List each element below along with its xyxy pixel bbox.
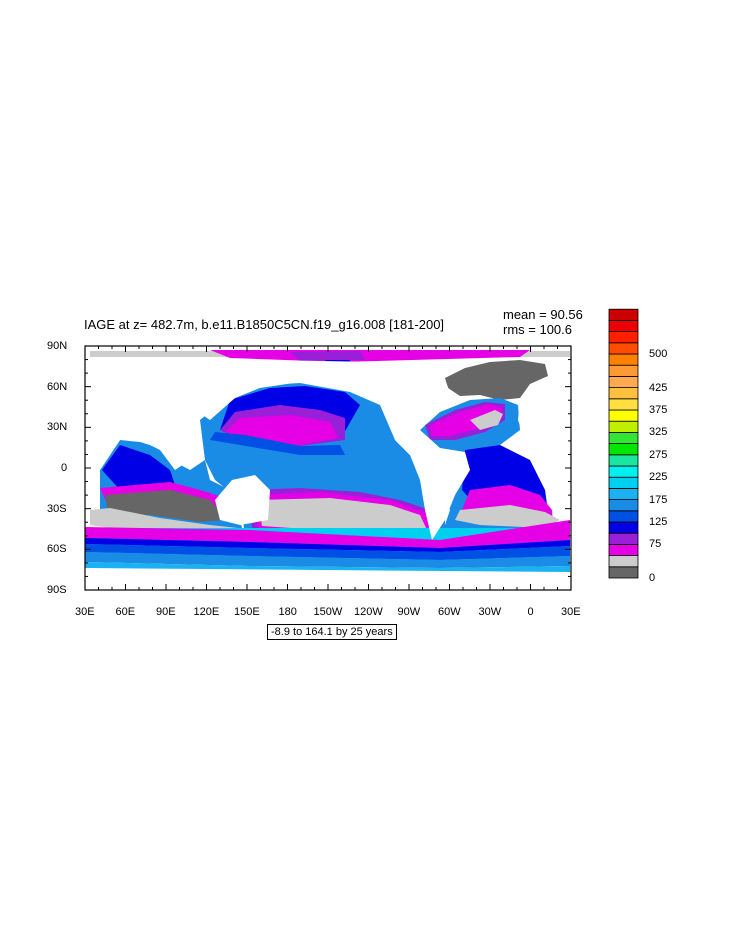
lon-tick-label: 60W: [438, 606, 461, 618]
europe: [518, 395, 570, 455]
colorbar-box: [608, 532, 639, 545]
lon-tick-label: 60E: [115, 606, 136, 618]
colorbar-box: [608, 353, 639, 366]
lon-tick-label: 90W: [397, 606, 421, 618]
colorbar-label: 325: [649, 426, 668, 439]
australia: [215, 475, 270, 525]
greenland: [445, 360, 548, 400]
colorbar-box: [608, 566, 639, 579]
africa: [85, 385, 200, 470]
lon-tick-label: 150W: [313, 606, 343, 618]
map-field: [85, 346, 571, 590]
americas: [380, 372, 470, 540]
colorbar-label: 125: [649, 516, 668, 528]
colorbar-box: [608, 409, 639, 422]
contour-interval-label: -8.9 to 164.1 by 25 years: [267, 624, 397, 640]
asia: [85, 357, 400, 420]
colorbar-box: [608, 499, 639, 512]
lon-tick-label: 90E: [156, 606, 176, 618]
lon-tick-label: 30E: [75, 606, 95, 618]
lon-tick-label: 120E: [193, 606, 220, 618]
map-ticks: [84, 345, 572, 591]
colorbar: [608, 308, 639, 579]
lon-tick-label: 30W: [478, 606, 502, 618]
colorbar-label: 500: [649, 348, 668, 360]
colorbar-box: [608, 375, 639, 388]
mean-stat: mean = 90.56: [503, 307, 583, 322]
lon-tick-label: 0: [527, 606, 534, 618]
colorbar-box: [608, 521, 639, 534]
colorbar-box: [608, 465, 639, 478]
colorbar-box: [608, 510, 639, 523]
colorbar-box: [608, 342, 639, 355]
lat-tick-label: 90S: [47, 584, 67, 596]
lat-tick-label: 30S: [47, 502, 67, 515]
colorbar-box: [608, 544, 639, 557]
lon-tick-label: 150E: [234, 606, 260, 618]
colorbar-box: [608, 420, 639, 433]
colorbar-label: 175: [649, 493, 668, 506]
colorbar-box: [608, 308, 639, 321]
lat-tick-label: 60N: [47, 380, 68, 393]
lat-tick-label: 0: [61, 462, 68, 474]
colorbar-label: 225: [649, 471, 668, 484]
colorbar-box: [608, 331, 639, 344]
lon-tick-label: 120W: [354, 606, 383, 618]
lat-tick-label: 60S: [47, 543, 67, 556]
colorbar-label: 375: [649, 404, 668, 416]
colorbar-label: 0: [649, 572, 656, 584]
colorbar-box: [608, 319, 639, 332]
rms-stat: rms = 100.6: [503, 322, 573, 337]
colorbar-box: [608, 387, 639, 400]
lon-tick-label: 180: [278, 606, 297, 618]
colorbar-box: [608, 443, 639, 456]
colorbar-box: [608, 398, 639, 411]
colorbar-box: [608, 454, 639, 467]
lat-tick-label: 90N: [47, 340, 68, 352]
colorbar-box: [608, 555, 639, 568]
colorbar-label: 425: [649, 381, 668, 394]
colorbar-box: [608, 364, 639, 377]
lat-tick-label: 30N: [47, 421, 68, 434]
colorbar-box: [608, 431, 639, 444]
map-title: IAGE at z= 482.7m, b.e11.B1850C5CN.f19_g…: [84, 317, 445, 332]
lon-tick-label: 30E: [561, 606, 581, 618]
colorbar-box: [608, 476, 639, 489]
colorbar-box: [608, 487, 639, 500]
colorbar-label: 275: [649, 448, 668, 461]
colorbar-label: 75: [649, 538, 662, 551]
